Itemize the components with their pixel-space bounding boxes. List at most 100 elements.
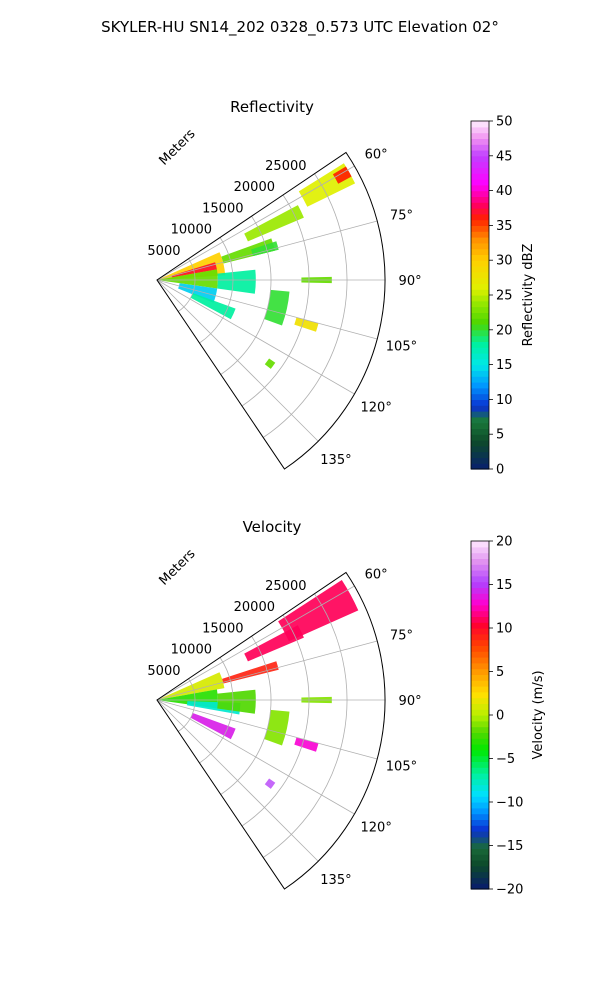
reflectivity-range-tick-label: 5000 [147, 244, 180, 259]
velocity-colorbar-swatch [471, 790, 489, 797]
velocity-colorbar-tick-label: −15 [496, 839, 523, 854]
reflectivity-colorbar-swatch [471, 306, 489, 313]
reflectivity-colorbar-tick-label: 30 [496, 254, 513, 269]
velocity-colorbar-tick-label: −10 [496, 796, 523, 811]
velocity-colorbar-swatch [471, 546, 489, 554]
velocity-colorbar: −20 −15 −10 −5 0 5 10 15 20 [470, 535, 523, 898]
reflectivity-range-ring [263, 173, 348, 438]
velocity-colorbar-swatch [471, 848, 489, 855]
velocity-colorbar-swatch [471, 767, 489, 774]
velocity-colorbar-swatch [471, 552, 489, 559]
reflectivity-colorbar-tick-label: 40 [496, 184, 513, 199]
reflectivity-colorbar-swatch [471, 167, 489, 174]
reflectivity-colorbar-swatch [471, 155, 489, 163]
velocity-colorbar-swatch [471, 877, 489, 884]
velocity-azimuth-spoke [156, 699, 378, 760]
velocity-colorbar-swatch [471, 825, 489, 832]
reflectivity-colorbar-tick-label: 5 [496, 428, 504, 443]
velocity-colorbar-label: Velocity (m/s) [531, 670, 546, 759]
reflectivity-colorbar-swatch [471, 213, 489, 221]
reflectivity-colorbar-swatch [471, 237, 489, 244]
velocity-colorbar-swatch [471, 738, 489, 745]
reflectivity-colorbar-tick-label: 50 [496, 115, 513, 130]
reflectivity-range-tick-label: 25000 [265, 159, 306, 174]
reflectivity-echo-cell [294, 317, 319, 332]
velocity-colorbar-swatch [471, 662, 489, 670]
reflectivity-azimuth-spoke [156, 279, 355, 395]
velocity-colorbar-swatch [471, 831, 489, 838]
reflectivity-colorbar-swatch [471, 144, 489, 151]
reflectivity-colorbar-swatch [471, 225, 489, 232]
velocity-colorbar-swatch [471, 581, 489, 588]
reflectivity-colorbar-swatch [471, 121, 489, 128]
reflectivity-colorbar-swatch [471, 184, 489, 192]
velocity-range-tick-label: 15000 [202, 621, 243, 636]
reflectivity-colorbar-label: Reflectivity dBZ [521, 244, 536, 347]
velocity-range-tick-label: 25000 [265, 579, 306, 594]
velocity-echo-cell [264, 709, 290, 746]
reflectivity-azimuth-tick-label: 135° [320, 453, 351, 468]
reflectivity-colorbar-tick-label: 25 [496, 289, 513, 304]
velocity-colorbar-swatch [471, 796, 489, 803]
velocity-colorbar-swatch [471, 633, 489, 641]
velocity-colorbar-swatch [471, 715, 489, 722]
velocity-title: Velocity [243, 518, 302, 536]
velocity-colorbar-tick-label: 20 [496, 535, 513, 550]
velocity-azimuth-tick-label: 60° [365, 567, 388, 582]
reflectivity-colorbar-tick-label: 10 [496, 393, 513, 408]
velocity-azimuth-tick-label: 75° [390, 628, 413, 643]
velocity-colorbar-swatch [471, 865, 489, 873]
velocity-colorbar-swatch [471, 732, 489, 739]
velocity-range-ring [199, 657, 234, 764]
reflectivity-colorbar-swatch [471, 231, 489, 238]
reflectivity-panel: Reflectivity Meters Reflectivity dBZ 500… [147, 98, 536, 478]
velocity-colorbar-swatch [471, 628, 489, 635]
velocity-echo-layer [157, 580, 359, 789]
reflectivity-range-ring [178, 258, 196, 312]
reflectivity-colorbar-swatch [471, 179, 489, 186]
reflectivity-colorbar-swatch [471, 329, 489, 337]
reflectivity-colorbar-swatch [471, 440, 489, 447]
velocity-azimuth-spoke [156, 699, 319, 862]
velocity-colorbar-swatch [471, 616, 489, 623]
reflectivity-azimuth-tick-label: 120° [361, 401, 392, 416]
velocity-colorbar-tick-label: 5 [496, 665, 504, 680]
reflectivity-colorbar-swatch [471, 173, 489, 180]
reflectivity-azimuth-tick-label: 105° [386, 340, 417, 355]
reflectivity-colorbar-swatch [471, 161, 489, 168]
reflectivity-colorbar-swatch [471, 457, 489, 464]
reflectivity-colorbar-swatch [471, 451, 489, 458]
velocity-azimuth-spoke [156, 699, 355, 815]
velocity-colorbar-swatch [471, 668, 489, 675]
reflectivity-colorbar-swatch [471, 445, 489, 453]
reflectivity-colorbar-swatch [471, 271, 489, 279]
velocity-colorbar-swatch [471, 657, 489, 664]
reflectivity-colorbar-swatch [471, 335, 489, 342]
velocity-colorbar-swatch [471, 575, 489, 583]
velocity-colorbar-swatch [471, 645, 489, 652]
reflectivity-colorbar-swatch [471, 202, 489, 209]
velocity-colorbar-tick-label: 10 [496, 622, 513, 637]
reflectivity-title: Reflectivity [230, 98, 314, 116]
reflectivity-colorbar-swatch [471, 208, 489, 215]
velocity-colorbar-swatch [471, 558, 489, 565]
velocity-range-axis-label: Meters [157, 546, 199, 588]
velocity-colorbar-swatch [471, 842, 489, 849]
reflectivity-azimuth-tick-label: 90° [399, 274, 422, 289]
reflectivity-azimuth-tick-label: 60° [365, 147, 388, 162]
velocity-colorbar-swatch [471, 871, 489, 878]
reflectivity-colorbar-swatch [471, 399, 489, 406]
reflectivity-colorbar-swatch [471, 463, 489, 470]
velocity-colorbar-swatch [471, 854, 489, 861]
reflectivity-range-tick-label: 10000 [171, 223, 212, 238]
reflectivity-colorbar-swatch [471, 242, 489, 250]
velocity-colorbar-swatch [471, 610, 489, 617]
velocity-colorbar-swatch [471, 813, 489, 820]
velocity-colorbar-swatch [471, 680, 489, 687]
reflectivity-colorbar-swatch [471, 434, 489, 441]
reflectivity-colorbar-swatch [471, 370, 489, 377]
reflectivity-colorbar-swatch [471, 126, 489, 134]
velocity-azimuth-tick-label: 120° [361, 821, 392, 836]
velocity-colorbar-swatch [471, 691, 489, 699]
